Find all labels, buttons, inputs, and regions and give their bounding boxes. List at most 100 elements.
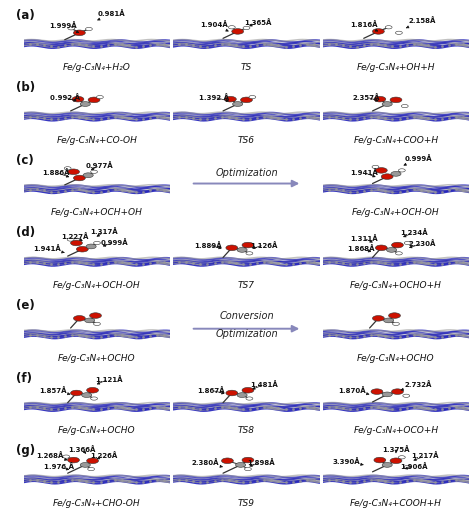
Text: 1.906Å: 1.906Å — [400, 463, 428, 470]
Circle shape — [87, 387, 99, 393]
Circle shape — [85, 27, 92, 30]
Circle shape — [226, 245, 238, 251]
Text: (b): (b) — [17, 81, 36, 94]
Circle shape — [374, 96, 386, 102]
Text: 1.898Å: 1.898Å — [247, 459, 275, 467]
Circle shape — [91, 170, 98, 174]
Text: 1.867Å: 1.867Å — [198, 387, 225, 394]
Text: 0.992 Å: 0.992 Å — [50, 94, 80, 101]
Text: 2.357Å: 2.357Å — [353, 94, 380, 101]
Text: Optimization: Optimization — [215, 168, 278, 178]
Text: Fe/g-C₃N₄+OCHO+H: Fe/g-C₃N₄+OCHO+H — [350, 281, 442, 290]
Text: 1.366Å: 1.366Å — [69, 446, 96, 453]
Circle shape — [392, 322, 400, 325]
Circle shape — [68, 27, 75, 30]
Circle shape — [67, 238, 74, 241]
Circle shape — [233, 101, 243, 107]
Circle shape — [395, 252, 402, 255]
Text: 0.981Å: 0.981Å — [98, 10, 126, 20]
Circle shape — [82, 393, 92, 398]
Circle shape — [71, 390, 82, 396]
Circle shape — [80, 462, 91, 467]
Text: Fe/g-C₃N₄+CHO-OH: Fe/g-C₃N₄+CHO-OH — [53, 499, 141, 508]
Text: 0.999Å: 0.999Å — [404, 155, 432, 165]
Circle shape — [381, 174, 393, 179]
Text: 1.217Å: 1.217Å — [411, 453, 439, 460]
Text: TS9: TS9 — [238, 499, 255, 508]
Text: 1.941Å: 1.941Å — [350, 169, 378, 177]
Circle shape — [401, 105, 408, 108]
Text: (e): (e) — [17, 299, 35, 312]
Circle shape — [371, 389, 383, 394]
Text: 3.390Å: 3.390Å — [332, 458, 363, 466]
Circle shape — [403, 394, 410, 398]
Text: Fe/g-C₃N₄+H₂O: Fe/g-C₃N₄+H₂O — [63, 63, 131, 72]
Text: (d): (d) — [17, 227, 36, 239]
Text: Fe/g-C₃N₄+OCHO: Fe/g-C₃N₄+OCHO — [58, 426, 136, 435]
Circle shape — [88, 468, 94, 471]
Text: 1.999Å: 1.999Å — [49, 23, 79, 32]
Circle shape — [399, 169, 405, 172]
Text: Fe/g-C₃N₄+CO-OH: Fe/g-C₃N₄+CO-OH — [56, 136, 137, 145]
Circle shape — [386, 248, 397, 252]
Circle shape — [76, 246, 88, 252]
Circle shape — [90, 313, 101, 318]
Circle shape — [97, 95, 103, 99]
Circle shape — [391, 171, 401, 176]
Text: TS: TS — [241, 63, 252, 72]
Circle shape — [242, 387, 254, 393]
Circle shape — [226, 390, 238, 396]
Circle shape — [73, 316, 85, 321]
Text: TS6: TS6 — [238, 136, 255, 145]
Circle shape — [88, 97, 100, 102]
Text: 0.977Å: 0.977Å — [86, 162, 114, 169]
Circle shape — [375, 167, 387, 173]
Text: 1.941Å: 1.941Å — [33, 245, 64, 253]
Text: (g): (g) — [17, 444, 36, 457]
Text: Fe/g-C₃N₄+OCO+H: Fe/g-C₃N₄+OCO+H — [354, 426, 438, 435]
Circle shape — [385, 26, 392, 29]
Circle shape — [390, 458, 402, 464]
Circle shape — [84, 318, 95, 323]
Text: 1.816Å: 1.816Å — [350, 21, 378, 31]
Circle shape — [373, 29, 384, 34]
Circle shape — [72, 96, 84, 102]
Circle shape — [243, 26, 250, 29]
Text: Fe/g-C₃N₄+COOH+H: Fe/g-C₃N₄+COOH+H — [350, 499, 442, 508]
Circle shape — [87, 458, 99, 464]
Text: 1.121Å: 1.121Å — [95, 376, 122, 384]
Circle shape — [392, 389, 403, 394]
Text: 1.317Å: 1.317Å — [91, 229, 118, 236]
Circle shape — [224, 96, 237, 102]
Circle shape — [246, 252, 253, 255]
Text: (f): (f) — [17, 372, 32, 385]
Text: TS8: TS8 — [238, 426, 255, 435]
Circle shape — [375, 245, 387, 251]
Circle shape — [399, 456, 405, 459]
Circle shape — [383, 318, 394, 323]
Text: Fe/g-C₃N₄+OCHO: Fe/g-C₃N₄+OCHO — [58, 354, 136, 363]
Circle shape — [372, 165, 379, 168]
Circle shape — [245, 468, 251, 471]
Circle shape — [246, 397, 253, 400]
Text: 1.311Å: 1.311Å — [350, 235, 378, 242]
Text: 1.392 Å: 1.392 Å — [199, 94, 229, 101]
Circle shape — [373, 316, 384, 321]
Circle shape — [73, 30, 85, 36]
Circle shape — [221, 458, 233, 464]
Circle shape — [68, 457, 80, 463]
Text: 1.375Å: 1.375Å — [382, 446, 410, 453]
Text: Optimization: Optimization — [215, 329, 278, 339]
Circle shape — [68, 169, 80, 175]
Circle shape — [395, 31, 402, 35]
Circle shape — [237, 248, 247, 252]
Text: 1.868Å: 1.868Å — [347, 245, 374, 252]
Text: Fe/g-C₃N₄+OCH-OH: Fe/g-C₃N₄+OCH-OH — [352, 209, 440, 217]
Circle shape — [93, 242, 100, 245]
Text: 1.234Å: 1.234Å — [400, 229, 428, 237]
Circle shape — [80, 101, 91, 107]
Text: Fe/g-C₃N₄+OCHO: Fe/g-C₃N₄+OCHO — [357, 354, 435, 363]
Text: 1.227Å: 1.227Å — [61, 233, 89, 241]
Text: 1.976 Å: 1.976 Å — [44, 464, 74, 471]
Circle shape — [249, 95, 256, 99]
